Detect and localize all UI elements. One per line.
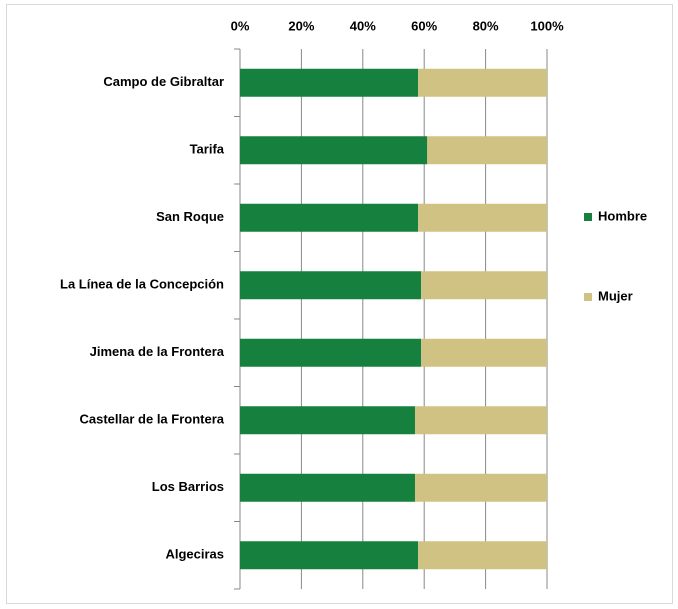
bar-segment (421, 338, 547, 367)
x-tick-label: 100% (530, 18, 564, 33)
bar-segment (418, 541, 547, 570)
x-tick-label: 0% (231, 18, 250, 33)
bar-segment (240, 68, 419, 97)
bar-segment (427, 136, 547, 165)
bar-segment (414, 473, 547, 502)
legend-label: Hombre (598, 208, 647, 223)
y-tick-label: Castellar de la Frontera (80, 412, 225, 427)
y-tick-label: San Roque (156, 209, 224, 224)
legend-swatch (584, 213, 592, 221)
y-tick-label: Campo de Gibraltar (103, 74, 224, 89)
y-tick-label: Los Barrios (152, 479, 224, 494)
bar-segment (418, 203, 547, 232)
bar-segment (240, 406, 415, 435)
bar-segment (240, 271, 422, 300)
y-tick-label: Jimena de la Frontera (90, 344, 225, 359)
chart-frame (6, 4, 673, 604)
x-tick-label: 60% (411, 18, 437, 33)
bar-segment (240, 473, 415, 502)
y-tick-label: Tarifa (190, 142, 225, 157)
bar-segment (418, 68, 547, 97)
legend-label: Mujer (598, 288, 633, 303)
bar-segment (240, 203, 419, 232)
y-tick-label: Algeciras (165, 547, 224, 562)
bar-segment (421, 271, 547, 300)
x-tick-label: 20% (288, 18, 314, 33)
bar-segment (240, 136, 428, 165)
bar-segment (240, 541, 419, 570)
legend-swatch (584, 293, 592, 301)
bar-segment (414, 406, 547, 435)
y-tick-label: La Línea de la Concepción (60, 277, 224, 292)
bar-segment (240, 338, 422, 367)
x-tick-label: 80% (473, 18, 499, 33)
x-tick-label: 40% (350, 18, 376, 33)
